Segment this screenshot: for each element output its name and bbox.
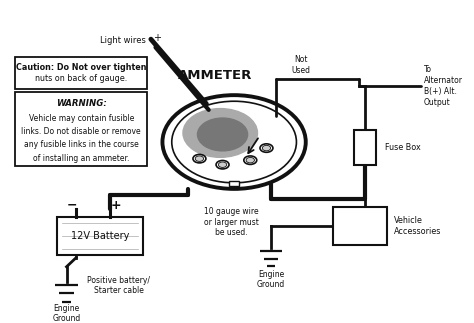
Text: 10 gauge wire
or larger must
be used.: 10 gauge wire or larger must be used. [204,207,259,237]
Circle shape [216,161,229,169]
Text: -: - [153,40,157,50]
Bar [16,92,147,166]
Circle shape [183,109,257,157]
Text: −: − [67,199,78,212]
Circle shape [244,156,257,164]
Text: WARNING:: WARNING: [56,99,107,108]
Bar [57,217,143,255]
Text: links. Do not disable or remove: links. Do not disable or remove [21,127,141,136]
Text: Vehicle may contain fusible: Vehicle may contain fusible [28,114,134,122]
Bar [16,57,147,89]
Text: +: + [110,199,121,212]
Text: AMMETER: AMMETER [178,68,253,81]
Circle shape [246,157,255,163]
Text: any fusible links in the course: any fusible links in the course [24,140,139,149]
Text: 12V Battery: 12V Battery [71,231,129,241]
Text: nuts on back of gauge.: nuts on back of gauge. [35,74,128,83]
Circle shape [262,145,271,151]
Text: +: + [153,33,161,43]
Text: Positive battery/
Starter cable: Positive battery/ Starter cable [87,276,150,295]
Circle shape [193,154,206,163]
Bar [354,130,376,165]
Text: Caution: Do Not over tighten: Caution: Do Not over tighten [16,63,146,72]
Bar [334,207,387,245]
Circle shape [260,144,273,152]
Text: of installing an ammeter.: of installing an ammeter. [33,153,129,162]
Text: Not
Used: Not Used [292,55,310,75]
Bar [229,181,239,186]
Text: Vehicle
Accessories: Vehicle Accessories [393,216,441,236]
Text: Light wires: Light wires [100,36,146,45]
Circle shape [195,156,204,162]
Circle shape [219,162,227,167]
Circle shape [198,118,247,151]
Text: Engine
Ground: Engine Ground [257,270,285,289]
Text: Engine
Ground: Engine Ground [53,304,81,323]
Text: To
Alternator
B(+) Alt.
Output: To Alternator B(+) Alt. Output [424,65,463,107]
Text: Fuse Box: Fuse Box [385,143,420,152]
